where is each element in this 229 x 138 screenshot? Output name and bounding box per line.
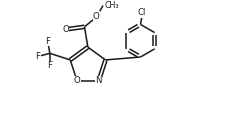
Text: O: O xyxy=(93,12,99,21)
Text: F: F xyxy=(45,37,50,46)
Text: CH₃: CH₃ xyxy=(104,1,118,10)
Text: F: F xyxy=(35,52,40,61)
Text: O: O xyxy=(73,76,80,85)
Text: N: N xyxy=(95,76,102,85)
Text: O: O xyxy=(62,25,68,34)
Text: Cl: Cl xyxy=(137,8,145,17)
Text: F: F xyxy=(47,61,52,70)
